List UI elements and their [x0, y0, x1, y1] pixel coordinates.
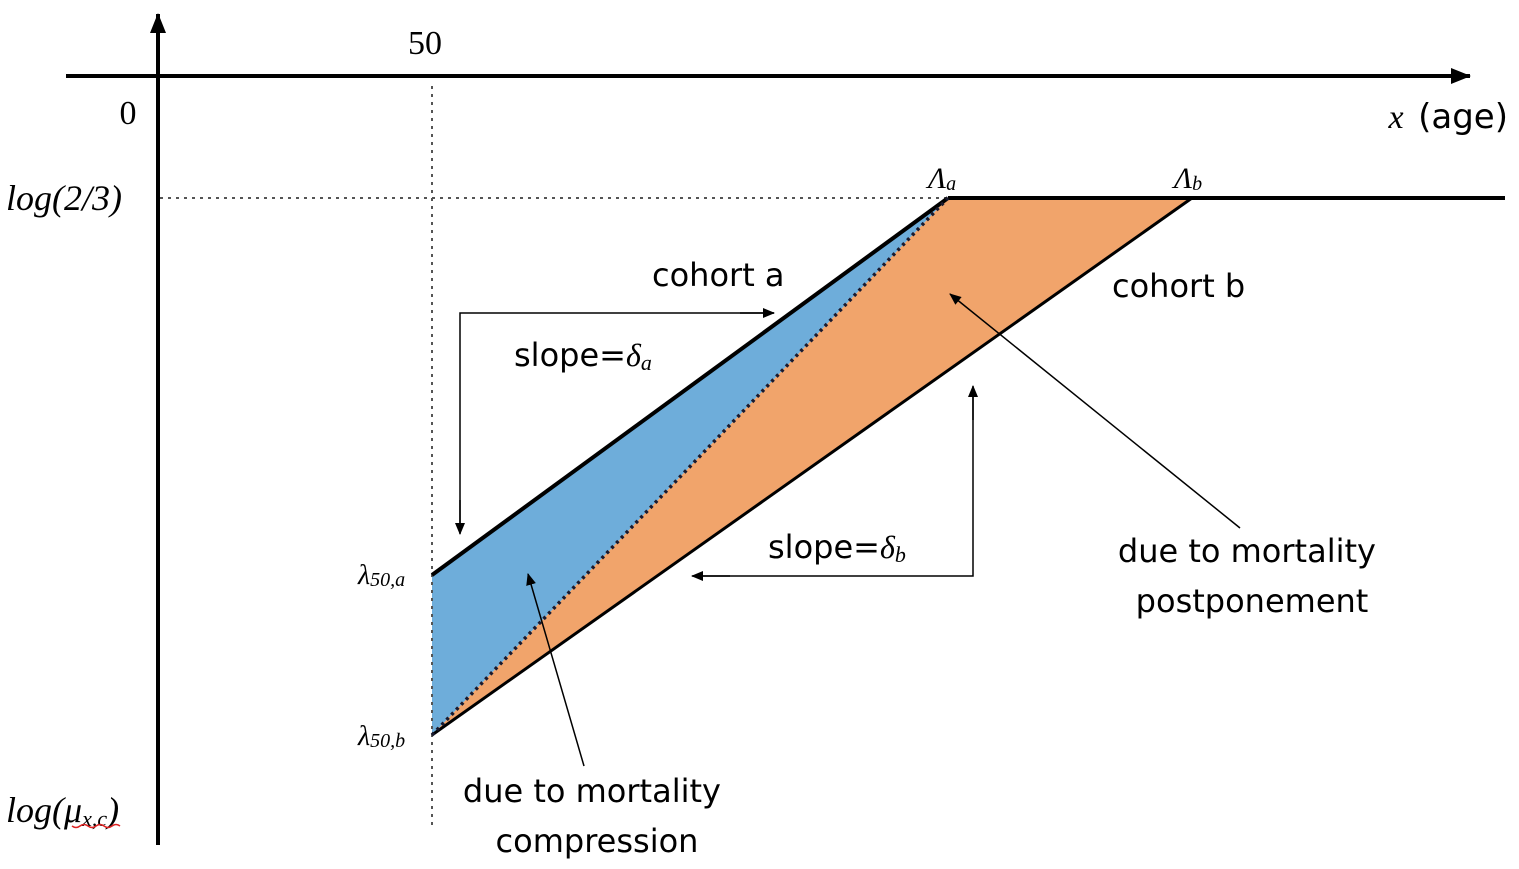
cohort-a-label: cohort a [652, 256, 785, 294]
cohort-a-line [430, 196, 950, 577]
lambda-50-a-label: λ50,a [357, 560, 405, 591]
cap-lambda-b-label: Λb [1171, 162, 1202, 195]
x-axis-label: x (age) [1388, 97, 1508, 137]
cap-lambda-a-label: Λa [925, 162, 956, 195]
slope-b-label: slope=δb [768, 528, 906, 567]
lambda-50-b-label: λ50,b [357, 721, 405, 752]
y-level-label: log(2/3) [6, 178, 122, 218]
postponement-label: due to mortality postponement [1118, 532, 1386, 620]
slope-a-label: slope=δa [514, 336, 652, 375]
cohort-b-label: cohort b [1112, 267, 1245, 305]
slope-a-bracket [459, 312, 774, 533]
slope-b-bracket [693, 390, 974, 577]
y-axis-label: log(μx,c) [6, 790, 119, 831]
compression-label: due to mortality compression [463, 772, 731, 860]
compression-divider-line [430, 196, 950, 737]
postponement-pointer [949, 293, 1241, 529]
compression-pointer [526, 573, 585, 767]
y-axis-label-underline [71, 823, 121, 829]
x-tick-50: 50 [408, 25, 442, 62]
origin-label: 0 [120, 95, 137, 132]
cohort-b-line [431, 196, 1193, 737]
